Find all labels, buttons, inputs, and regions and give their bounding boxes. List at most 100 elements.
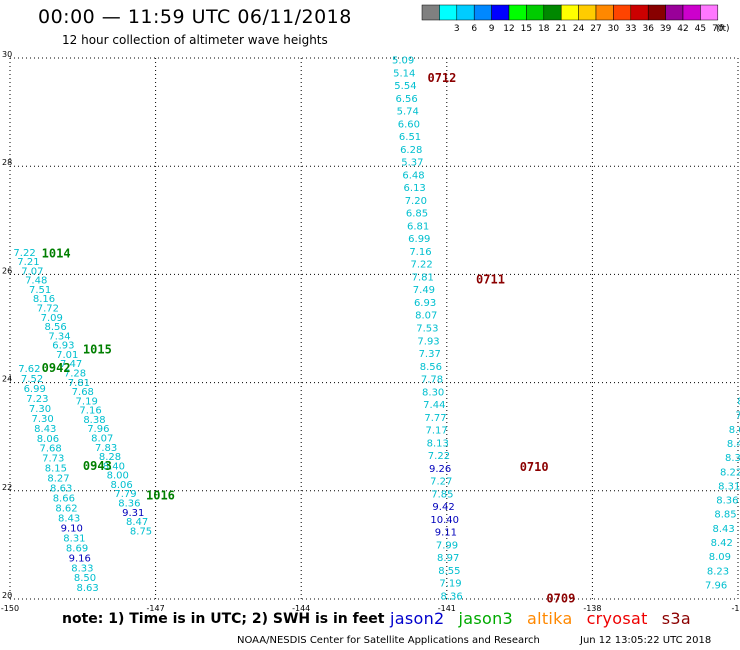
satellite-legend: jason2 jason3 altika cryosat s3a [390,609,705,628]
legend-swatch [456,4,475,21]
wave-height-label: 7.17 [425,426,447,437]
wave-height-label: 5.09 [392,56,414,67]
y-tick-label: 24 [2,375,12,384]
legend-swatch [439,4,458,21]
legend-label: 39 [660,24,672,34]
y-tick-label: 30 [2,50,12,59]
wave-height-label: 8.07 [91,434,113,445]
x-tick-label: -13 [731,604,740,613]
wave-height-label: 7.27 [430,477,452,488]
y-tick-label: 20 [2,591,12,600]
wave-height-label: 8.06 [37,434,59,445]
wave-height-label: 6.56 [395,94,417,105]
legend-label: 36 [642,24,654,34]
legend-label: 6 [471,24,477,34]
wave-height-label: 8.27 [47,474,69,485]
pass-time-label: 0710 [520,460,549,474]
wave-height-label: 8.22 [720,467,740,478]
wave-height-label: 7.52 [21,374,43,385]
footer-note: note: 1) Time is in UTC; 2) SWH is in fe… [62,611,385,627]
wave-height-label: 7.68 [72,387,94,398]
legend-label: 21 [555,24,566,34]
wave-height-label: 6.60 [398,119,420,130]
wave-height-label: 8.28 [99,452,121,463]
satellite-cryosat: cryosat [586,609,648,628]
wave-height-label: 8.33 [71,563,93,574]
legend-swatch [543,4,562,21]
wave-height-label: 7.83 [95,443,117,454]
chart-grid [9,57,739,600]
satellite-jason3: jason3 [458,609,513,628]
pass-time-label: 0709 [546,592,575,606]
wave-height-label: 8.0 [729,425,740,436]
wave-height-label: 7.16 [409,247,431,258]
legend-swatch [700,4,719,21]
wave-height-label: 7.49 [413,285,435,296]
legend-label: 42 [677,24,688,34]
wave-height-label: 8.69 [66,543,88,554]
legend-swatch [508,4,527,21]
wave-height-label: 7.77 [424,413,446,424]
wave-height-label: 10.40 [430,515,459,526]
legend-label: 3 [454,24,460,34]
y-tick-label: 22 [2,483,12,492]
wave-height-label: 6.99 [408,234,430,245]
legend-swatch [630,4,649,21]
wave-height-label: 6.93 [414,298,436,309]
wave-height-label: 7.19 [439,579,461,590]
wave-height-label: 7.30 [32,414,54,425]
wave-height-label: 7.19 [76,396,98,407]
wave-height-label: 8.62 [55,504,77,515]
satellite-s3a: s3a [661,609,691,628]
wave-height-label: 8.85 [714,510,736,521]
wave-height-label: 8.56 [420,362,442,373]
wave-height-label: 6.13 [404,183,426,194]
legend-swatch [665,4,684,21]
wave-height-label: 8.36 [118,499,140,510]
legend-label: 33 [625,24,636,34]
pass-time-label: 0711 [476,272,505,286]
wave-height-label: 7.16 [79,406,101,417]
wave-height-label: 8.15 [45,464,67,475]
wave-height-label: 6.85 [406,209,428,220]
satellite-altika: altika [527,609,573,628]
wave-height-label: 6.93 [52,341,74,352]
wave-height-label: 6.28 [400,145,422,156]
legend-label: 30 [608,24,620,34]
legend-swatch [473,4,492,21]
wave-height-label: 8.23 [707,566,729,577]
wave-height-label: 7.09 [41,313,63,324]
wave-height-label: 6.81 [407,221,429,232]
wave-height-label: 8.30 [422,387,444,398]
wave-height-label: 9.16 [69,553,91,564]
color-legend: 3 6 9 12 15 18 21 24 27 30 33 36 39 42 45 70(ft) [421,4,730,34]
wave-height-label: 7.68 [39,444,61,455]
wave-height-label: 7.23 [26,394,48,405]
wave-height-label: 8.38 [83,415,105,426]
wave-height-label: 7 [735,411,740,422]
wave-height-label: 8.55 [438,566,460,577]
wave-height-label: 7.81 [412,272,434,283]
wave-height-label: 9.31 [122,508,144,519]
wave-height-label: 9.10 [61,523,83,534]
legend-swatch [421,4,440,21]
chart-subtitle: 12 hour collection of altimeter wave hei… [62,33,328,47]
legend-swatch [682,4,701,21]
wave-height-label: 8.43 [34,424,56,435]
wave-height-label: 5.54 [394,81,416,92]
wave-height-label: 7.96 [87,424,109,435]
pass-time-label: 0943 [83,459,112,473]
legend-swatch [560,4,579,21]
wave-height-label: 8.43 [712,524,734,535]
wave-height-label: 8.36 [441,591,463,602]
satellite-jason2: jason2 [390,609,445,628]
pass-time-label: 1014 [42,246,71,260]
wave-height-label: 8.47 [126,517,148,528]
wave-height-label: 8.36 [716,496,738,507]
wave-height-label: 7.20 [405,196,427,207]
legend-swatch [613,4,632,21]
wave-height-label: 5.74 [397,107,419,118]
wave-height-label: 7.85 [431,489,453,500]
wave-height-label: 8.09 [709,552,731,563]
